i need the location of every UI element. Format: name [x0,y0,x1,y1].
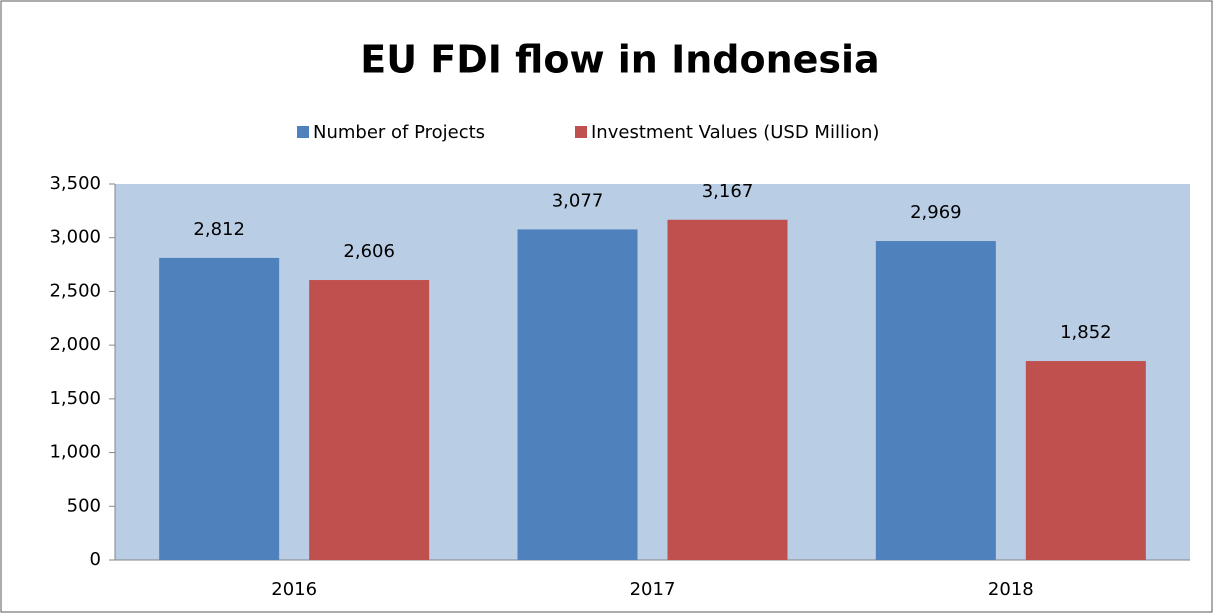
plot-area [115,184,1190,560]
data-label: 1,852 [1060,322,1112,343]
y-tick-label: 500 [67,495,101,516]
data-label: 3,077 [552,190,604,211]
bar [309,280,430,560]
bar [875,241,996,561]
y-tick-label: 2,000 [49,334,101,355]
data-label: 3,167 [702,181,754,202]
legend-label: Number of Projects [313,122,485,143]
x-tick-label: 2018 [988,579,1034,600]
bar [517,229,638,560]
x-tick-label: 2017 [630,579,676,600]
y-tick-label: 1,500 [49,388,101,409]
data-label: 2,606 [343,241,395,262]
y-tick-label: 3,500 [49,173,101,194]
y-tick-label: 2,500 [49,280,101,301]
chart-title: EU FDI flow in Indonesia [360,38,879,82]
data-label: 2,812 [193,219,245,240]
legend-label: Investment Values (USD Million) [591,122,879,143]
bar [1025,361,1146,560]
legend-swatch [297,126,309,138]
data-label: 2,969 [910,202,962,223]
y-tick-label: 0 [90,549,101,570]
y-tick-label: 3,000 [49,227,101,248]
bar [667,219,788,560]
y-tick-label: 1,000 [49,442,101,463]
bar [159,257,280,560]
x-tick-label: 2016 [271,579,317,600]
legend-swatch [575,126,587,138]
